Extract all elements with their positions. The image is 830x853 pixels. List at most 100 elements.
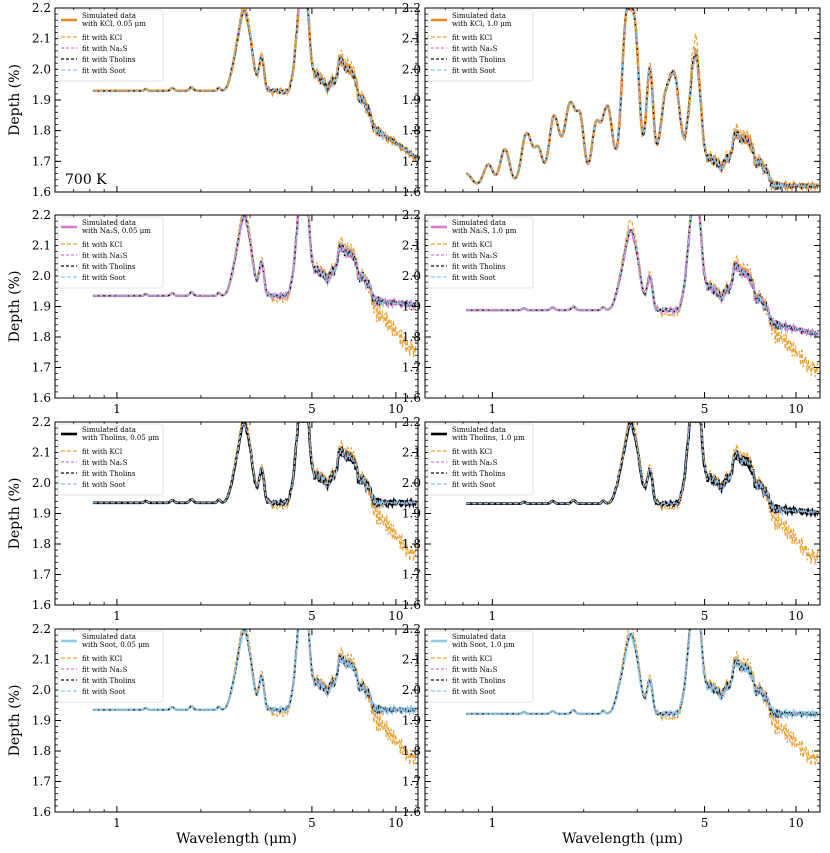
- legend-label-simulated: Simulated data: [82, 12, 136, 20]
- panel-soot-1.0: 1.6 1.7 1.8 1.9 2.0 2.1 2.2 1 5 10 Simulated dataw…: [402, 622, 821, 847]
- x-tick-label: 5: [308, 609, 316, 623]
- fit-tholins-line: [466, 629, 819, 719]
- legend-label-simulated: Simulated data: [82, 633, 136, 641]
- legend-label-tholins: fit with Tholins: [82, 263, 136, 271]
- legend-label-simulated-sub: with Tholins, 0.05 μm: [82, 434, 160, 442]
- y-tick-label: 2.2: [32, 208, 51, 222]
- x-tick-label: 5: [701, 816, 709, 830]
- legend-label-simulated-sub: with Na₂S, 0.05 μm: [82, 227, 151, 235]
- y-tick-label: 1.8: [32, 744, 51, 758]
- y-tick-label: 1.7: [402, 775, 421, 789]
- y-tick-label: 2.1: [402, 239, 421, 253]
- panel-curves: [92, 629, 418, 766]
- legend-label-simulated-sub: with KCl, 0.05 μm: [82, 20, 146, 28]
- x-tick-label: 5: [701, 402, 709, 416]
- legend-box: [427, 9, 534, 82]
- legend-label-soot: fit with Soot: [452, 67, 496, 75]
- y-axis-title: Depth (%): [7, 271, 23, 343]
- x-tick-label: 1: [113, 402, 121, 416]
- y-tick-label: 2.0: [402, 269, 421, 283]
- legend-label-kcl: fit with KCl: [452, 241, 493, 249]
- x-tick-label: 1: [113, 816, 121, 830]
- legend-label-simulated: Simulated data: [452, 219, 506, 227]
- y-tick-label: 2.0: [32, 62, 51, 76]
- legend-label-na2s: fit with Na₂S: [82, 252, 128, 260]
- x-axis-title: Wavelength (μm): [562, 831, 683, 847]
- x-tick-label: 1: [489, 609, 497, 623]
- panel-na2s-0.05: 1.6 1.7 1.8 1.9 2.0 2.1 2.2 1 5 10 Depth (%) Simula…: [7, 208, 419, 416]
- y-axis-title: Depth (%): [7, 685, 23, 757]
- fit-soot-line: [92, 215, 417, 308]
- legend-box: [427, 216, 534, 289]
- panel-kcl-1.0: 1.6 1.7 1.8 1.9 2.0 2.1 2.2 Simulated datawith …: [402, 1, 821, 199]
- legend-label-kcl: fit with KCl: [452, 34, 493, 42]
- panel-curves: [466, 215, 820, 378]
- x-tick-label: 5: [308, 816, 316, 830]
- legend-label-soot: fit with Soot: [452, 481, 496, 489]
- y-tick-label: 2.1: [32, 239, 51, 253]
- legend-label-soot: fit with Soot: [82, 67, 126, 75]
- y-tick-label: 2.0: [402, 62, 421, 76]
- legend-label-kcl: fit with KCl: [82, 34, 123, 42]
- y-tick-label: 1.6: [32, 185, 51, 199]
- legend-label-soot: fit with Soot: [82, 481, 126, 489]
- legend-label-tholins: fit with Tholins: [82, 470, 136, 478]
- legend-label-na2s: fit with Na₂S: [452, 45, 498, 53]
- legend-label-simulated-sub: with Na₂S, 1.0 μm: [452, 227, 517, 235]
- panel-curves: [466, 8, 820, 192]
- legend-label-tholins: fit with Tholins: [452, 470, 506, 478]
- y-tick-label: 2.0: [32, 269, 51, 283]
- y-tick-label: 1.7: [32, 775, 51, 789]
- y-tick-label: 2.1: [32, 653, 51, 667]
- y-tick-label: 1.8: [32, 124, 51, 138]
- legend-label-simulated-sub: with Soot, 1.0 μm: [452, 641, 515, 649]
- y-axis-title: Depth (%): [7, 478, 23, 550]
- panel-curves: [92, 215, 418, 358]
- legend-label-na2s: fit with Na₂S: [452, 666, 498, 674]
- x-tick-label: 5: [701, 609, 709, 623]
- y-tick-label: 1.8: [402, 124, 421, 138]
- legend-box: [57, 216, 164, 289]
- legend-label-na2s: fit with Na₂S: [82, 666, 128, 674]
- x-tick-label: 10: [388, 402, 403, 416]
- panel-curves: [92, 8, 418, 163]
- y-tick-label: 1.8: [32, 537, 51, 551]
- x-tick-label: 10: [788, 816, 803, 830]
- y-tick-label: 1.9: [32, 300, 51, 314]
- panel-soot-0.05: 1.6 1.7 1.8 1.9 2.0 2.1 2.2 1 5 10 Depth (%) Simula…: [7, 622, 419, 847]
- legend-label-simulated-sub: with Soot, 0.05 μm: [82, 641, 150, 649]
- fit-soot-line: [466, 629, 819, 720]
- y-tick-label: 2.2: [32, 1, 51, 15]
- legend-label-soot: fit with Soot: [82, 688, 126, 696]
- x-axis-title: Wavelength (μm): [176, 831, 297, 847]
- legend-box: [57, 9, 164, 82]
- legend-label-na2s: fit with Na₂S: [452, 459, 498, 467]
- y-tick-label: 1.6: [402, 805, 421, 819]
- legend-label-soot: fit with Soot: [452, 274, 496, 282]
- legend-box: [427, 630, 534, 703]
- y-tick-label: 2.2: [402, 1, 421, 15]
- legend-label-soot: fit with Soot: [82, 274, 126, 282]
- x-tick-label: 1: [113, 609, 121, 623]
- panel-tholins-0.05: 1.6 1.7 1.8 1.9 2.0 2.1 2.2 1 5 10 Depth (%) Simula…: [7, 415, 419, 623]
- legend-label-tholins: fit with Tholins: [82, 56, 136, 64]
- y-tick-label: 2.2: [402, 208, 421, 222]
- y-tick-label: 1.7: [32, 361, 51, 375]
- legend-label-kcl: fit with KCl: [82, 241, 123, 249]
- y-tick-label: 2.0: [402, 476, 421, 490]
- y-tick-label: 2.2: [402, 415, 421, 429]
- y-tick-label: 1.9: [402, 93, 421, 107]
- legend-label-tholins: fit with Tholins: [452, 263, 506, 271]
- y-tick-label: 1.6: [32, 805, 51, 819]
- legend-label-simulated: Simulated data: [452, 426, 506, 434]
- legend-label-tholins: fit with Tholins: [452, 677, 506, 685]
- y-tick-label: 2.2: [402, 622, 421, 636]
- y-tick-label: 2.2: [32, 622, 51, 636]
- panel-curves: [92, 422, 418, 562]
- y-tick-label: 1.6: [32, 391, 51, 405]
